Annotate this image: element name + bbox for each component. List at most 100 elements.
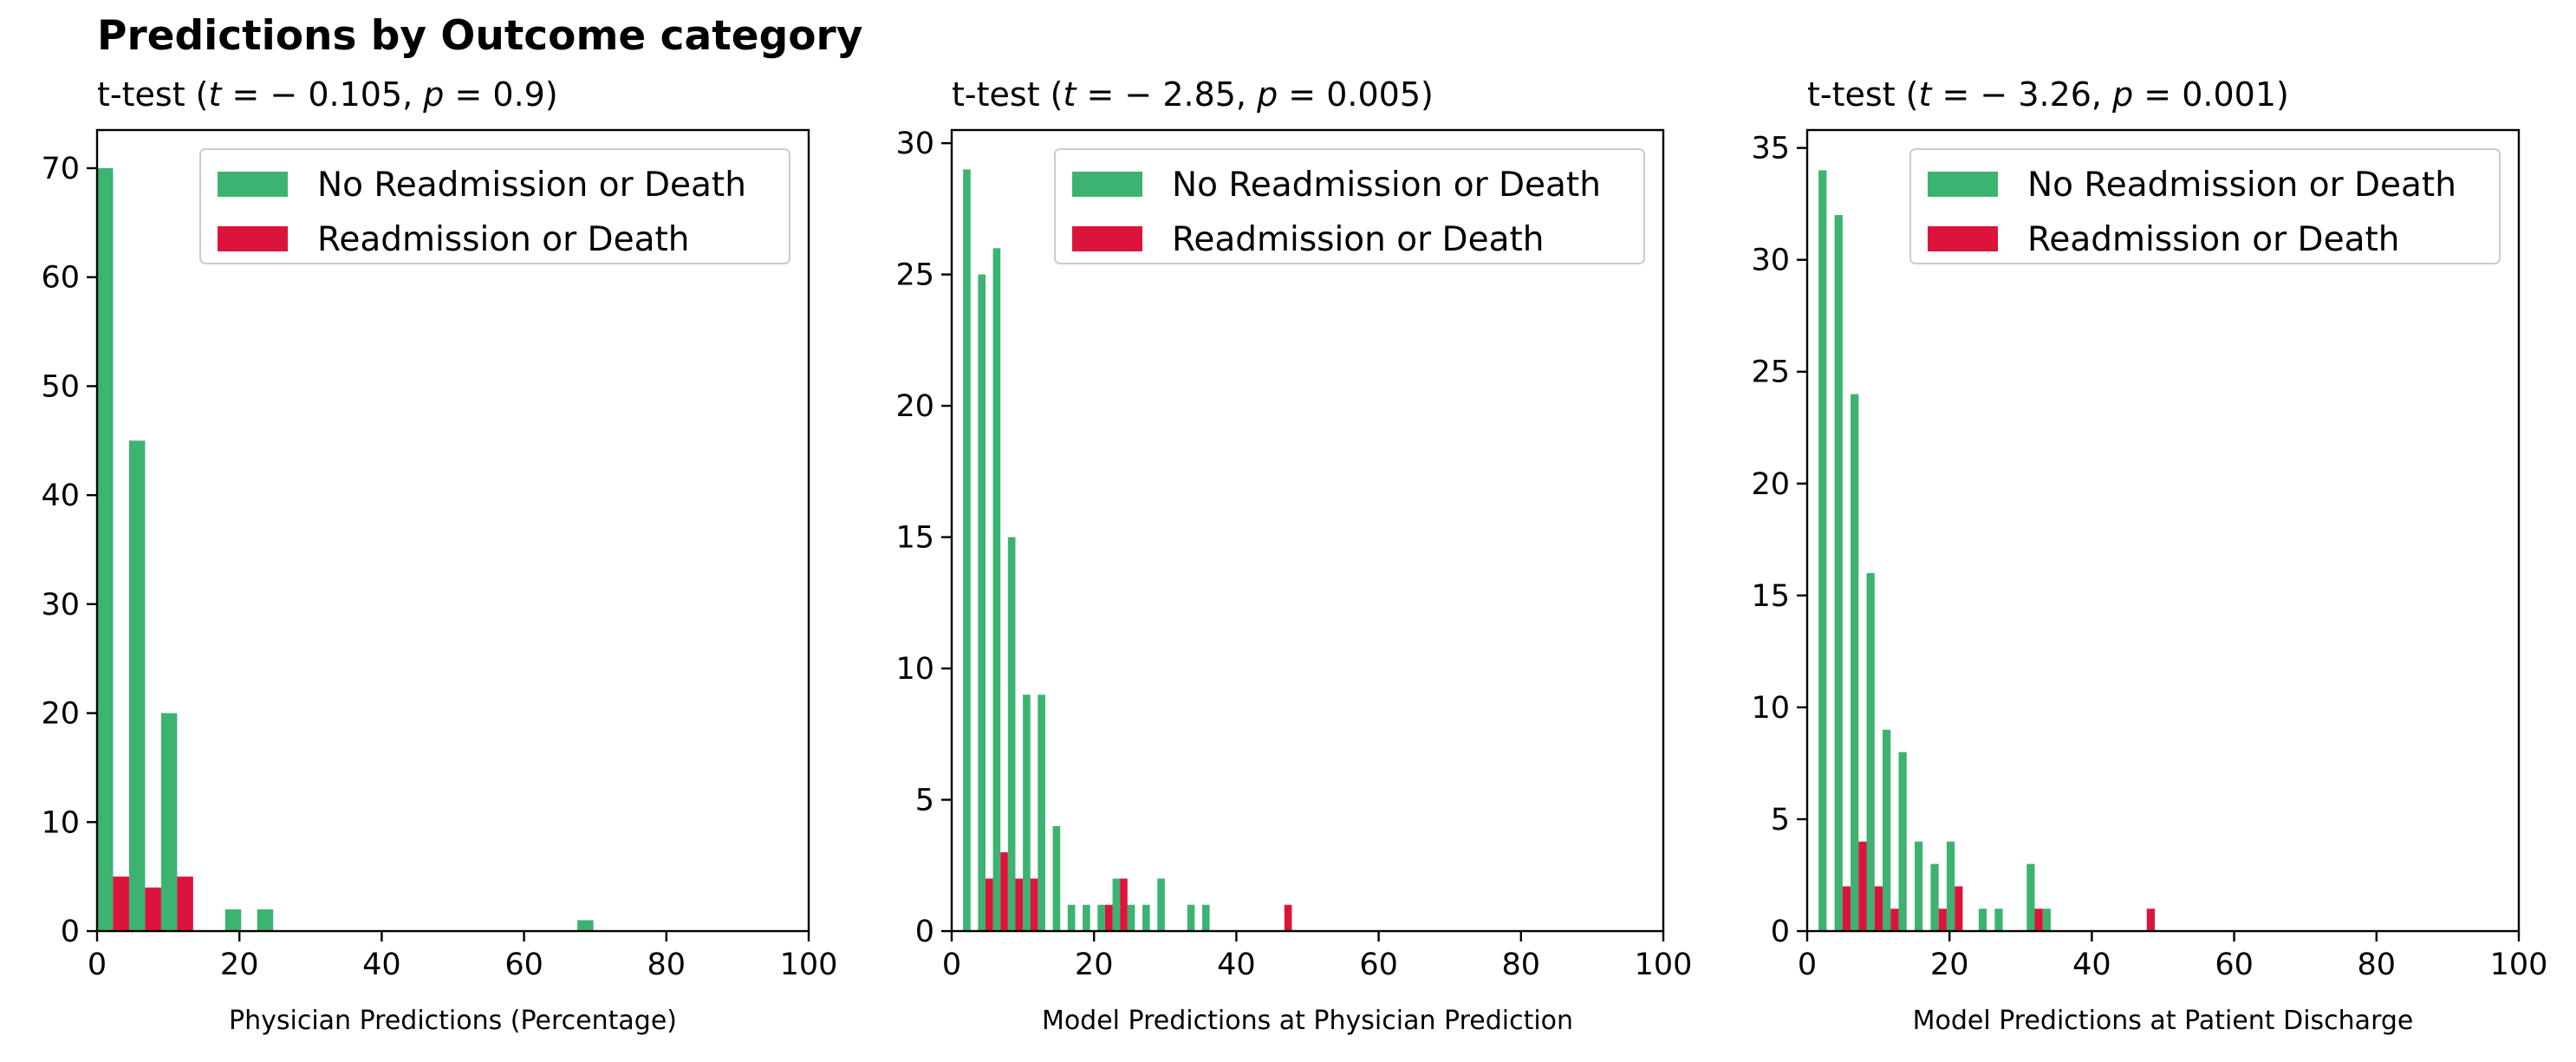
x-tick-label: 40 <box>362 948 401 982</box>
x-tick-label: 80 <box>2358 948 2397 982</box>
y-tick-label: 30 <box>895 127 934 161</box>
chart-panel-1: 0 20 40 60 80 100 0 10 20 30 40 50 60 70 Physician Pre… <box>41 75 837 1036</box>
legend-swatch <box>1072 226 1142 251</box>
bar <box>1083 904 1090 931</box>
bar <box>1955 886 1963 931</box>
bar <box>1023 694 1031 931</box>
x-tick-label: 20 <box>1075 948 1114 982</box>
x-tick-label: 60 <box>2215 948 2254 982</box>
y-tick-label: 0 <box>1771 915 1790 949</box>
bar <box>145 887 161 931</box>
figure-title: Predictions by Outcome category <box>97 12 863 60</box>
bar <box>257 909 274 931</box>
legend: No Readmission or Death Readmission or De… <box>1054 148 1645 264</box>
y-tick-label: 5 <box>915 784 934 818</box>
bar <box>1187 904 1195 931</box>
x-tick-label: 40 <box>1217 948 1256 982</box>
legend-swatch <box>218 226 288 251</box>
bar <box>224 909 242 931</box>
x-tick-label: 0 <box>1798 948 1817 982</box>
y-tick-label: 70 <box>41 152 80 186</box>
y-tick-label: 0 <box>915 915 934 949</box>
bar <box>1120 878 1128 931</box>
bar <box>1038 694 1045 931</box>
bar <box>160 713 178 931</box>
legend-swatch <box>1928 172 1998 197</box>
axes-frame <box>95 128 810 933</box>
x-tick-label: 100 <box>1635 948 1693 982</box>
legend-label: No Readmission or Death <box>2027 166 2456 205</box>
x-tick-label: 20 <box>220 948 259 982</box>
bar <box>1097 904 1105 931</box>
bar <box>1104 904 1113 931</box>
y-tick-label: 30 <box>1751 244 1790 278</box>
y-tick-label: 20 <box>41 697 80 732</box>
chart-subtitle: t-test (t = − 2.85, p = 0.005) <box>952 75 1434 114</box>
y-tick-label: 20 <box>1751 467 1790 502</box>
bar <box>978 274 986 932</box>
y-tick-label: 25 <box>895 258 934 293</box>
x-axis-label: Model Predictions at Patient Discharge <box>1913 1006 2414 1036</box>
bar <box>2042 909 2051 931</box>
legend-swatch <box>1928 226 1998 251</box>
legend-label: No Readmission or Death <box>1172 166 1601 205</box>
x-tick-label: 100 <box>2490 948 2548 982</box>
y-tick-label: 15 <box>1751 579 1790 614</box>
bar <box>1890 909 1899 931</box>
y-tick-label: 10 <box>895 652 934 687</box>
bar <box>1858 841 1867 931</box>
chart-panel-3: 0 20 40 60 80 100 0 5 10 15 20 25 30 35 Model Predicti… <box>1751 75 2547 1036</box>
y-tick-label: 50 <box>41 369 80 404</box>
bar <box>113 876 129 931</box>
y-tick-label: 20 <box>895 389 934 424</box>
y-tick-label: 10 <box>41 805 80 840</box>
bar <box>1883 729 1891 931</box>
legend-label: Readmission or Death <box>2027 220 2400 259</box>
chart-subtitle: t-test (t = − 0.105, p = 0.9) <box>97 75 558 114</box>
bar <box>1142 904 1150 931</box>
bar <box>1851 394 1859 931</box>
bar <box>2026 863 2035 931</box>
y-tick-label: 10 <box>1751 691 1790 726</box>
bar <box>177 876 193 931</box>
legend-label: Readmission or Death <box>1172 220 1545 259</box>
bar <box>1127 904 1135 931</box>
chart-panel-2: 0 20 40 60 80 100 0 5 10 15 20 25 30 Model Prediction… <box>895 75 1692 1036</box>
bar <box>1818 170 1827 931</box>
bar <box>992 248 1001 931</box>
legend-box <box>1054 148 1645 264</box>
x-tick-label: 80 <box>647 948 686 982</box>
bar <box>1067 904 1076 931</box>
y-tick-label: 35 <box>1751 132 1790 166</box>
x-axis-label: Physician Predictions (Percentage) <box>229 1006 677 1036</box>
axes-frame <box>950 128 1665 933</box>
x-tick-label: 40 <box>2072 948 2111 982</box>
y-tick-label: 60 <box>41 261 80 296</box>
bar <box>1946 841 1955 931</box>
x-tick-label: 100 <box>780 948 838 982</box>
y-tick-label: 5 <box>1771 803 1790 837</box>
x-tick-label: 80 <box>1502 948 1541 982</box>
x-tick-label: 60 <box>1359 948 1398 982</box>
legend-label: Readmission or Death <box>317 220 690 259</box>
x-tick-label: 20 <box>1930 948 1969 982</box>
bar <box>1842 886 1851 931</box>
axes-frame <box>1805 128 2521 933</box>
legend-label: No Readmission or Death <box>317 166 746 205</box>
bar <box>1052 825 1061 931</box>
x-tick-label: 60 <box>504 948 543 982</box>
bar <box>1015 878 1024 931</box>
bar <box>1000 852 1008 931</box>
legend: No Readmission or Death Readmission or De… <box>199 148 790 264</box>
bar <box>1157 878 1165 931</box>
bar <box>1938 909 1947 931</box>
y-tick-label: 25 <box>1751 355 1790 390</box>
bar <box>577 920 594 931</box>
bar <box>2146 909 2156 931</box>
chart-subtitle: t-test (t = − 3.26, p = 0.001) <box>1807 75 2289 114</box>
bar <box>1834 215 1843 931</box>
bar <box>1994 909 2003 931</box>
bar <box>1112 878 1121 931</box>
bar <box>1284 904 1292 931</box>
